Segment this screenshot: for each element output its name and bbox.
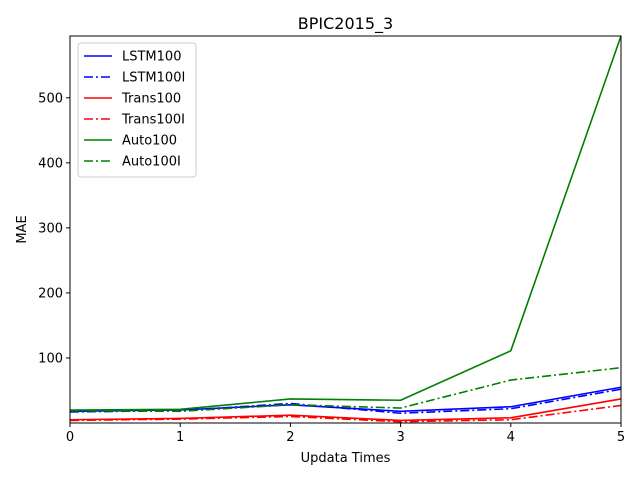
legend-label: Auto100I	[122, 155, 181, 170]
x-tick-label: 1	[176, 430, 184, 445]
y-axis-ticks: 100 200 300 400 500	[38, 91, 70, 366]
x-tick-label: 5	[617, 430, 625, 445]
x-tick-label: 0	[66, 430, 74, 445]
legend: LSTM100 LSTM100I Trans100 Trans100I Auto100 A…	[77, 42, 197, 178]
y-tick-label: 300	[38, 221, 63, 236]
legend-label: Trans100I	[121, 113, 185, 128]
y-tick-label: 200	[38, 286, 63, 301]
plot-frame	[69, 35, 622, 424]
legend-label: LSTM100I	[122, 71, 185, 86]
legend-label: LSTM100	[122, 50, 181, 65]
y-tick-label: 400	[38, 156, 63, 171]
series-line-trans100i	[69, 404, 622, 423]
series-line-auto100	[69, 35, 622, 411]
legend-label: Trans100	[121, 92, 181, 107]
legend-label: Auto100	[122, 134, 177, 149]
y-axis-title: MAE	[15, 215, 30, 243]
chart-title: BPIC2015_3	[298, 14, 393, 34]
y-tick-label: 500	[38, 91, 63, 106]
x-axis-ticks: 0 1 2 3 4 5	[66, 423, 625, 445]
series-lines	[69, 35, 622, 423]
x-tick-label: 4	[507, 430, 515, 445]
series-line-auto100i	[69, 366, 622, 413]
x-axis-title: Updata Times	[301, 451, 391, 466]
x-tick-label: 3	[396, 430, 404, 445]
x-tick-label: 2	[286, 430, 294, 445]
y-tick-label: 100	[38, 351, 63, 366]
